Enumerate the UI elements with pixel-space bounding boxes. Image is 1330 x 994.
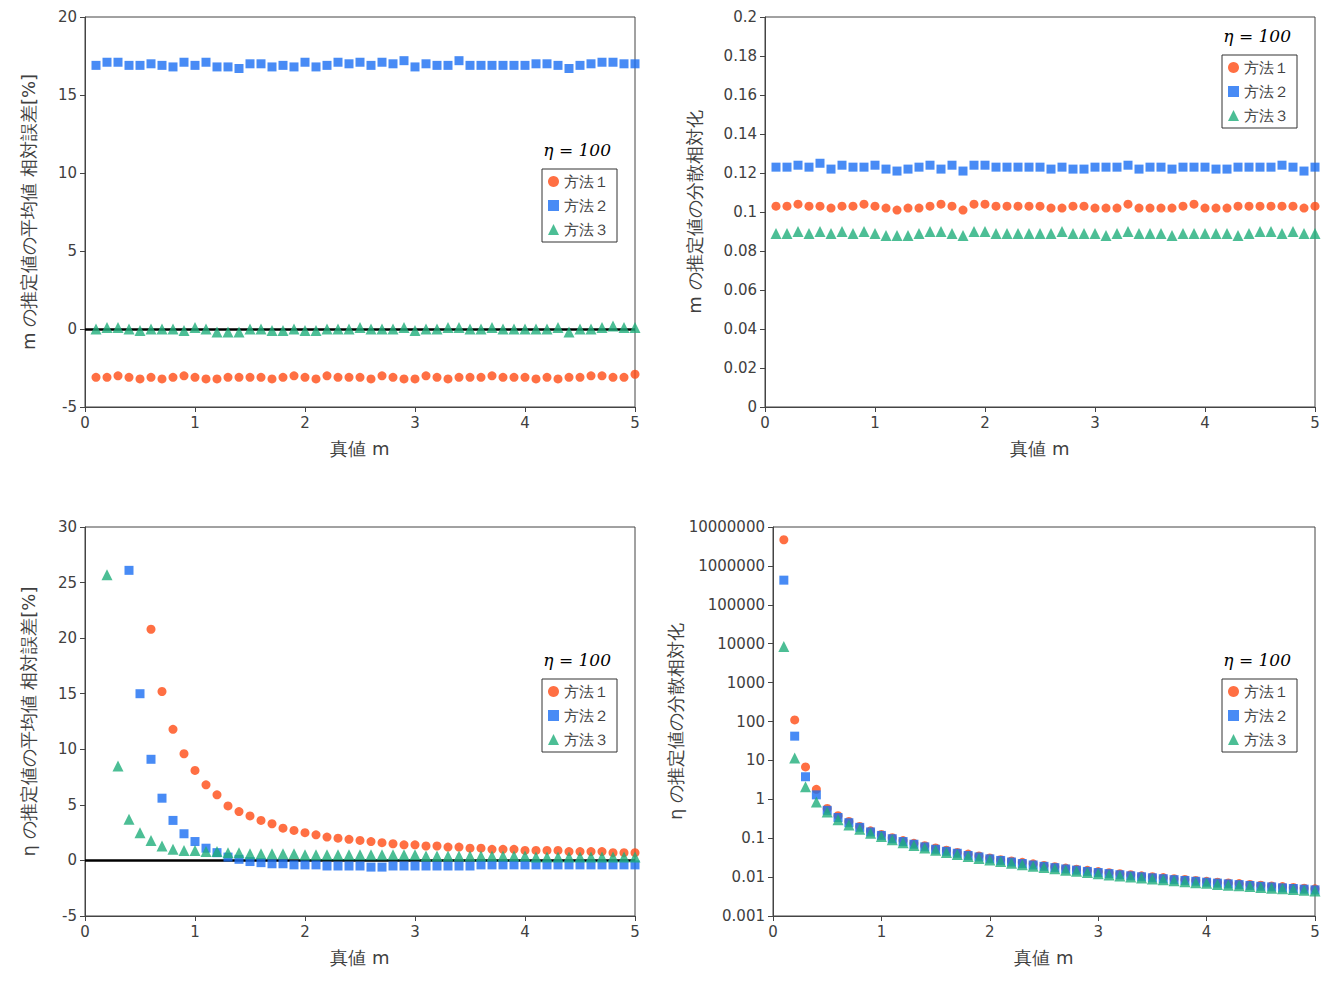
svg-text:方法２: 方法２ <box>564 707 609 725</box>
svg-text:方法１: 方法１ <box>1244 59 1289 77</box>
svg-text:5: 5 <box>67 796 77 814</box>
svg-text:0.2: 0.2 <box>733 8 757 26</box>
svg-text:m の推定値の平均値 相対誤差[%]: m の推定値の平均値 相対誤差[%] <box>18 74 39 350</box>
svg-text:0: 0 <box>67 320 77 338</box>
svg-text:5: 5 <box>630 414 640 432</box>
svg-text:3: 3 <box>410 414 420 432</box>
svg-text:η の推定値の分散相対化: η の推定値の分散相対化 <box>665 623 686 820</box>
svg-text:0.01: 0.01 <box>732 868 765 886</box>
svg-text:0: 0 <box>80 923 90 941</box>
svg-text:方法１: 方法１ <box>1244 683 1289 701</box>
svg-text:5: 5 <box>630 923 640 941</box>
svg-text:100000: 100000 <box>708 596 765 614</box>
svg-text:0: 0 <box>67 851 77 869</box>
svg-text:-5: -5 <box>62 398 77 416</box>
svg-text:η = 100: η = 100 <box>1223 26 1291 46</box>
svg-text:0.16: 0.16 <box>724 86 757 104</box>
svg-text:5: 5 <box>1310 414 1320 432</box>
svg-text:η = 100: η = 100 <box>1223 650 1291 670</box>
svg-text:15: 15 <box>58 685 77 703</box>
svg-text:方法３: 方法３ <box>564 731 609 749</box>
svg-text:10: 10 <box>58 740 77 758</box>
svg-text:η の推定値の平均値 相対誤差[%]: η の推定値の平均値 相対誤差[%] <box>18 587 39 857</box>
svg-text:1: 1 <box>190 414 200 432</box>
svg-text:0.02: 0.02 <box>724 359 757 377</box>
svg-text:10: 10 <box>58 164 77 182</box>
svg-text:真値 m: 真値 m <box>330 947 389 968</box>
svg-text:20: 20 <box>58 629 77 647</box>
svg-text:2: 2 <box>980 414 990 432</box>
svg-text:5: 5 <box>1310 923 1320 941</box>
svg-text:0.04: 0.04 <box>724 320 757 338</box>
svg-text:0.08: 0.08 <box>724 242 757 260</box>
svg-text:1: 1 <box>755 790 765 808</box>
svg-text:0: 0 <box>80 414 90 432</box>
svg-text:真値 m: 真値 m <box>1014 947 1073 968</box>
svg-text:0.001: 0.001 <box>722 907 765 925</box>
svg-text:m の推定値の分散相対化: m の推定値の分散相対化 <box>684 110 705 313</box>
svg-text:0.14: 0.14 <box>724 125 757 143</box>
svg-text:3: 3 <box>410 923 420 941</box>
svg-text:4: 4 <box>520 414 530 432</box>
svg-text:0.1: 0.1 <box>733 203 757 221</box>
svg-text:0: 0 <box>747 398 757 416</box>
svg-text:2: 2 <box>300 414 310 432</box>
svg-text:1: 1 <box>190 923 200 941</box>
svg-text:0.18: 0.18 <box>724 47 757 65</box>
svg-text:真値 m: 真値 m <box>330 438 389 459</box>
svg-text:0: 0 <box>760 414 770 432</box>
svg-text:方法１: 方法１ <box>564 683 609 701</box>
svg-text:20: 20 <box>58 8 77 26</box>
svg-text:1000: 1000 <box>727 674 765 692</box>
svg-text:10000000: 10000000 <box>689 518 765 536</box>
svg-text:4: 4 <box>520 923 530 941</box>
svg-text:方法１: 方法１ <box>564 173 609 191</box>
svg-text:真値 m: 真値 m <box>1010 438 1069 459</box>
svg-text:方法２: 方法２ <box>1244 83 1289 101</box>
svg-text:4: 4 <box>1202 923 1212 941</box>
svg-text:0.1: 0.1 <box>741 829 765 847</box>
svg-text:方法３: 方法３ <box>1244 731 1289 749</box>
svg-text:100: 100 <box>736 713 765 731</box>
svg-text:2: 2 <box>985 923 995 941</box>
svg-text:-5: -5 <box>62 907 77 925</box>
svg-text:30: 30 <box>58 518 77 536</box>
svg-text:15: 15 <box>58 86 77 104</box>
svg-text:1000000: 1000000 <box>698 557 765 575</box>
svg-text:方法２: 方法２ <box>564 197 609 215</box>
svg-text:2: 2 <box>300 923 310 941</box>
svg-text:方法２: 方法２ <box>1244 707 1289 725</box>
svg-text:5: 5 <box>67 242 77 260</box>
svg-text:1: 1 <box>877 923 887 941</box>
svg-text:3: 3 <box>1093 923 1103 941</box>
svg-text:η = 100: η = 100 <box>543 140 611 160</box>
svg-text:10000: 10000 <box>717 635 765 653</box>
svg-text:0.06: 0.06 <box>724 281 757 299</box>
svg-text:0.12: 0.12 <box>724 164 757 182</box>
svg-text:25: 25 <box>58 574 77 592</box>
svg-text:3: 3 <box>1090 414 1100 432</box>
svg-text:η = 100: η = 100 <box>543 650 611 670</box>
svg-text:1: 1 <box>870 414 880 432</box>
svg-text:方法３: 方法３ <box>1244 107 1289 125</box>
svg-text:0: 0 <box>768 923 778 941</box>
svg-text:4: 4 <box>1200 414 1210 432</box>
svg-text:10: 10 <box>746 751 765 769</box>
svg-text:方法３: 方法３ <box>564 221 609 239</box>
